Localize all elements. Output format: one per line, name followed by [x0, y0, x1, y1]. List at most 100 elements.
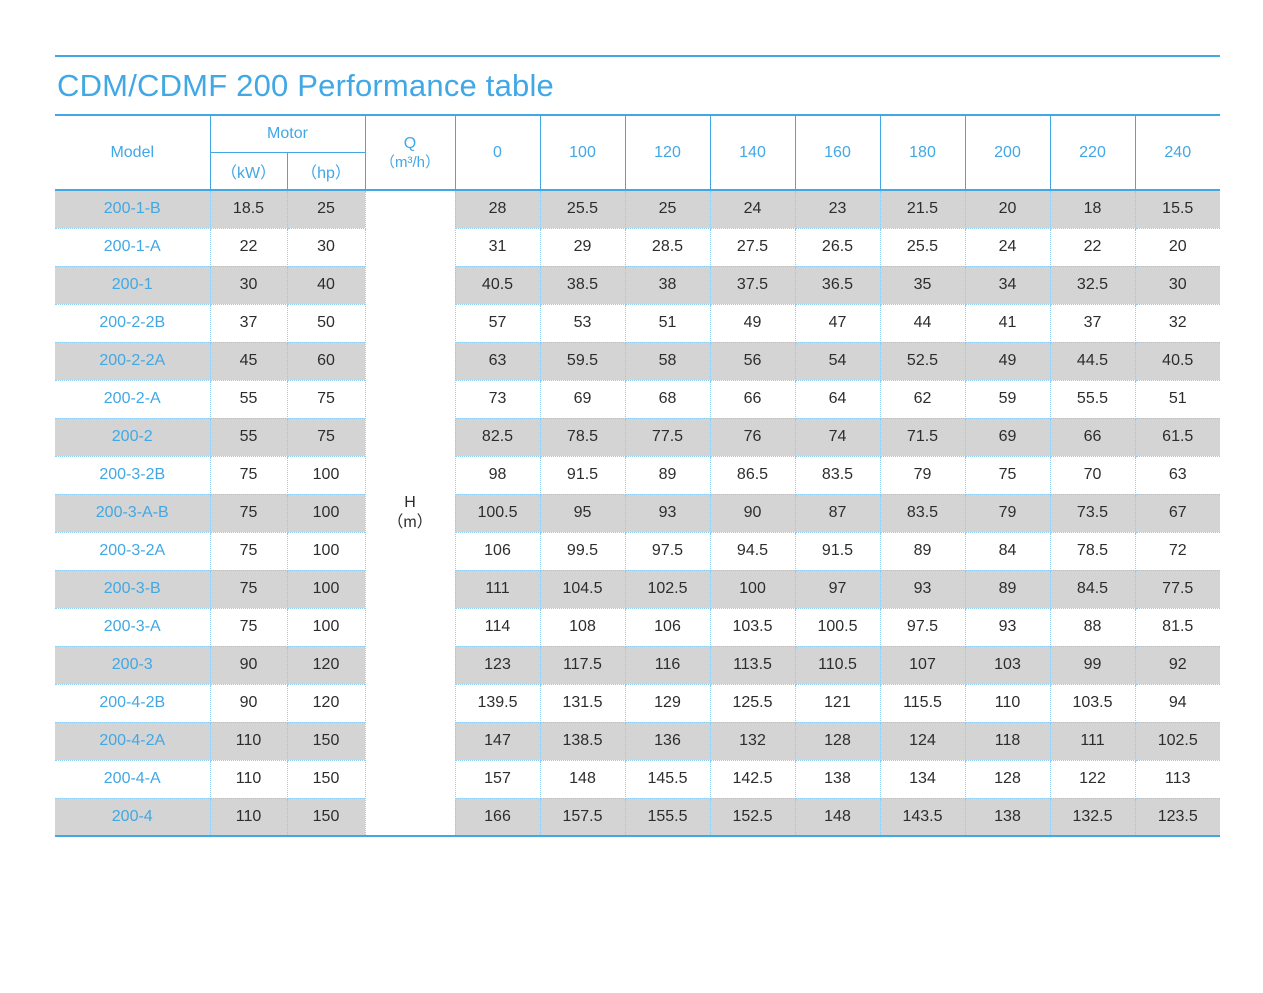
col-header-flow-180: 180 — [879, 114, 966, 191]
head-value-cell: 74 — [794, 417, 881, 457]
hp-cell: 75 — [286, 379, 366, 419]
head-value-cell: 56 — [709, 341, 796, 381]
head-value-cell: 100 — [709, 569, 796, 609]
kw-cell: 90 — [209, 645, 288, 685]
table-row: 200-2-A 55 75 73 69 68 66 64 62 59 55.5 51 — [55, 379, 1220, 419]
head-value-cell: 82.5 — [454, 417, 541, 457]
head-value-cell: 69 — [539, 379, 626, 419]
head-value-cell: 20 — [1134, 227, 1220, 267]
head-value-cell: 70 — [1049, 455, 1136, 495]
head-value-cell: 142.5 — [709, 759, 796, 799]
head-value-cell: 69 — [964, 417, 1051, 457]
head-value-cell: 94 — [1134, 683, 1220, 723]
table-row: 200-2-2A 45 60 63 59.5 58 56 54 52.5 49 44.5 40.5 — [55, 341, 1220, 381]
h-unit: （m） — [387, 514, 433, 531]
head-value-cell: 148 — [794, 797, 881, 837]
head-value-cell: 62 — [879, 379, 966, 419]
model-cell: 200-3-B — [55, 569, 211, 609]
hp-cell: 100 — [286, 493, 366, 533]
head-value-cell: 57 — [454, 303, 541, 343]
model-cell: 200-4-A — [55, 759, 211, 799]
head-value-cell: 103.5 — [709, 607, 796, 647]
head-value-cell: 99 — [1049, 645, 1136, 685]
table-row: 200-2 55 75 82.5 78.5 77.5 76 74 71.5 69 66 61.5 — [55, 417, 1220, 457]
head-value-cell: 52.5 — [879, 341, 966, 381]
kw-cell: 110 — [209, 797, 288, 837]
model-cell: 200-2-2A — [55, 341, 211, 381]
head-value-cell: 47 — [794, 303, 881, 343]
head-value-cell: 128 — [794, 721, 881, 761]
hp-cell: 150 — [286, 721, 366, 761]
table-row: 200-3 90 120 123 117.5 116 113.5 110.5 107 103 99 9… — [55, 645, 1220, 685]
head-value-cell: 89 — [879, 531, 966, 571]
catalog-page: CDM/CDMF 200 Performance table Model Moto… — [55, 55, 1220, 837]
head-value-cell: 166 — [454, 797, 541, 837]
head-value-cell: 152.5 — [709, 797, 796, 837]
table-row: 200-3-A 75 100 114 108 106 103.5 100.5 97.5 93 88 8… — [55, 607, 1220, 647]
head-value-cell: 79 — [964, 493, 1051, 533]
table-row: 200-1-B 18.5 25 H （m） 28 25.5 25 24 23 21.5 20 18 15.… — [55, 189, 1220, 837]
hp-cell: 120 — [286, 645, 366, 685]
head-value-cell: 125.5 — [709, 683, 796, 723]
model-cell: 200-3-A-B — [55, 493, 211, 533]
col-header-flow-160: 160 — [794, 114, 881, 191]
head-value-cell: 93 — [964, 607, 1051, 647]
head-value-cell: 103.5 — [1049, 683, 1136, 723]
head-value-cell: 61.5 — [1134, 417, 1220, 457]
head-value-cell: 107 — [879, 645, 966, 685]
col-header-flow-120: 120 — [624, 114, 711, 191]
kw-cell: 75 — [209, 531, 288, 571]
top-divider — [55, 55, 1220, 57]
model-cell: 200-1 — [55, 265, 211, 305]
head-value-cell: 143.5 — [879, 797, 966, 837]
h-symbol: H — [404, 494, 416, 511]
head-value-cell: 51 — [624, 303, 711, 343]
hp-cell: 100 — [286, 531, 366, 571]
head-value-cell: 95 — [539, 493, 626, 533]
table-row: 200-4-A 110 150 157 148 145.5 142.5 138 134 128 12… — [55, 759, 1220, 799]
head-value-cell: 86.5 — [709, 455, 796, 495]
model-cell: 200-1-B — [55, 189, 211, 229]
head-value-cell: 64 — [794, 379, 881, 419]
model-cell: 200-2-A — [55, 379, 211, 419]
head-value-cell: 38 — [624, 265, 711, 305]
table-row: 200-1-A 22 30 31 29 28.5 27.5 26.5 25.5 24 22 20 — [55, 227, 1220, 267]
col-header-flow-240: 240 — [1134, 114, 1220, 191]
col-header-flow-100: 100 — [539, 114, 626, 191]
head-value-cell: 25.5 — [879, 227, 966, 267]
head-value-cell: 117.5 — [539, 645, 626, 685]
kw-cell: 75 — [209, 569, 288, 609]
head-value-cell: 94.5 — [709, 531, 796, 571]
col-header-flow-140: 140 — [709, 114, 796, 191]
col-header-q: Q （m³/h） — [364, 114, 456, 191]
head-value-cell: 24 — [964, 227, 1051, 267]
col-header-flow-220: 220 — [1049, 114, 1136, 191]
head-value-cell: 128 — [964, 759, 1051, 799]
head-value-cell: 116 — [624, 645, 711, 685]
table-body: 200-1-B 18.5 25 H （m） 28 25.5 25 24 23 21.5 20 18 15.… — [55, 189, 1220, 837]
col-header-flow-0: 0 — [454, 114, 541, 191]
head-value-cell: 73 — [454, 379, 541, 419]
head-value-cell: 129 — [624, 683, 711, 723]
col-header-kw: （kW） — [210, 151, 288, 191]
head-value-cell: 113 — [1134, 759, 1220, 799]
head-value-cell: 113.5 — [709, 645, 796, 685]
head-value-cell: 38.5 — [539, 265, 626, 305]
head-value-cell: 59.5 — [539, 341, 626, 381]
head-value-cell: 118 — [964, 721, 1051, 761]
head-value-cell: 79 — [879, 455, 966, 495]
head-value-cell: 44 — [879, 303, 966, 343]
head-value-cell: 97 — [794, 569, 881, 609]
head-value-cell: 102.5 — [624, 569, 711, 609]
table-row: 200-4-2B 90 120 139.5 131.5 129 125.5 121 115.5 1… — [55, 683, 1220, 723]
kw-cell: 110 — [209, 721, 288, 761]
head-value-cell: 89 — [624, 455, 711, 495]
page: { "title": "CDM/CDMF 200 Performance tab… — [0, 55, 1263, 993]
head-value-cell: 84 — [964, 531, 1051, 571]
head-value-cell: 77.5 — [1134, 569, 1220, 609]
head-value-cell: 147 — [454, 721, 541, 761]
head-value-cell: 51 — [1134, 379, 1220, 419]
head-value-cell: 138 — [794, 759, 881, 799]
head-value-cell: 53 — [539, 303, 626, 343]
head-value-cell: 78.5 — [539, 417, 626, 457]
